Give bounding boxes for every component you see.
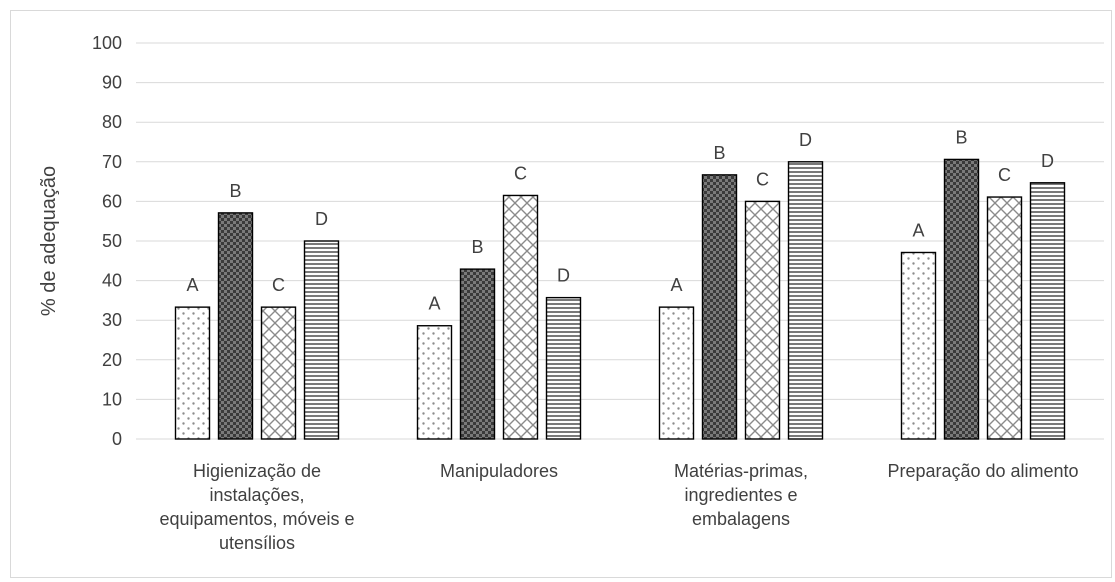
bar-b	[943, 158, 980, 440]
data-label: C	[756, 169, 769, 189]
y-tick-label: 10	[102, 389, 122, 409]
data-label: D	[315, 209, 328, 229]
bar-b	[701, 174, 738, 440]
y-tick-label: 0	[112, 429, 122, 449]
y-tick-label: 100	[92, 33, 122, 53]
bar-a	[174, 306, 211, 440]
bar-a	[416, 325, 453, 440]
y-tick-label: 60	[102, 191, 122, 211]
bar-d	[545, 296, 582, 440]
data-label: A	[428, 294, 440, 314]
data-label: A	[912, 220, 924, 240]
category-label-line: equipamentos, móveis e	[159, 509, 354, 529]
bar-d	[787, 161, 824, 440]
category-label-line: Manipuladores	[440, 461, 558, 481]
y-tick-label: 70	[102, 152, 122, 172]
category-label-line: Matérias-primas,	[674, 461, 808, 481]
bar-c	[502, 194, 539, 440]
y-axis-ticks: 0 10 20 30 40 50 60 70 80 90 100	[92, 33, 122, 449]
category-label-line: Preparação do alimento	[887, 461, 1078, 481]
bar-b	[217, 212, 254, 440]
category-label: Manipuladores	[440, 461, 558, 481]
bar-c	[744, 200, 781, 440]
data-label: D	[557, 266, 570, 286]
bar-d	[303, 240, 340, 440]
category-label: Preparação do alimento	[887, 461, 1078, 481]
category-label-line: ingredientes e	[684, 485, 797, 505]
bar-b	[459, 268, 496, 440]
bar-a	[900, 251, 937, 440]
bar-c	[260, 306, 297, 440]
data-label: C	[998, 165, 1011, 185]
data-label: D	[1041, 151, 1054, 171]
category-label: Higienização de instalações, equipamentos,…	[159, 461, 354, 553]
category-label-line: Higienização de	[193, 461, 321, 481]
y-tick-label: 30	[102, 310, 122, 330]
category-label-line: instalações,	[209, 485, 304, 505]
y-tick-label: 50	[102, 231, 122, 251]
y-tick-label: 90	[102, 73, 122, 93]
gridlines	[136, 42, 1104, 440]
data-label: D	[799, 130, 812, 150]
data-label: B	[229, 181, 241, 201]
bars	[174, 158, 1066, 440]
category-label-line: utensílios	[219, 533, 295, 553]
bar-d	[1029, 182, 1066, 440]
y-tick-label: 20	[102, 350, 122, 370]
data-label: A	[670, 275, 682, 295]
y-tick-label: 40	[102, 271, 122, 291]
category-label-line: embalagens	[692, 509, 790, 529]
bar-c	[986, 196, 1023, 440]
data-label: A	[186, 275, 198, 295]
data-label: C	[514, 163, 527, 183]
bar-a	[658, 306, 695, 440]
y-tick-label: 80	[102, 112, 122, 132]
data-label: B	[955, 127, 967, 147]
data-label: B	[471, 237, 483, 257]
x-axis-categories: Higienização de instalações, equipamentos,…	[159, 461, 1078, 553]
category-label: Matérias-primas, ingredientes e embalagens	[674, 461, 808, 529]
data-label: C	[272, 275, 285, 295]
y-axis-label: % de adequação	[38, 166, 60, 316]
data-label: B	[713, 143, 725, 163]
data-labels: A B C D A B C D A B C D A B C D	[186, 127, 1054, 313]
